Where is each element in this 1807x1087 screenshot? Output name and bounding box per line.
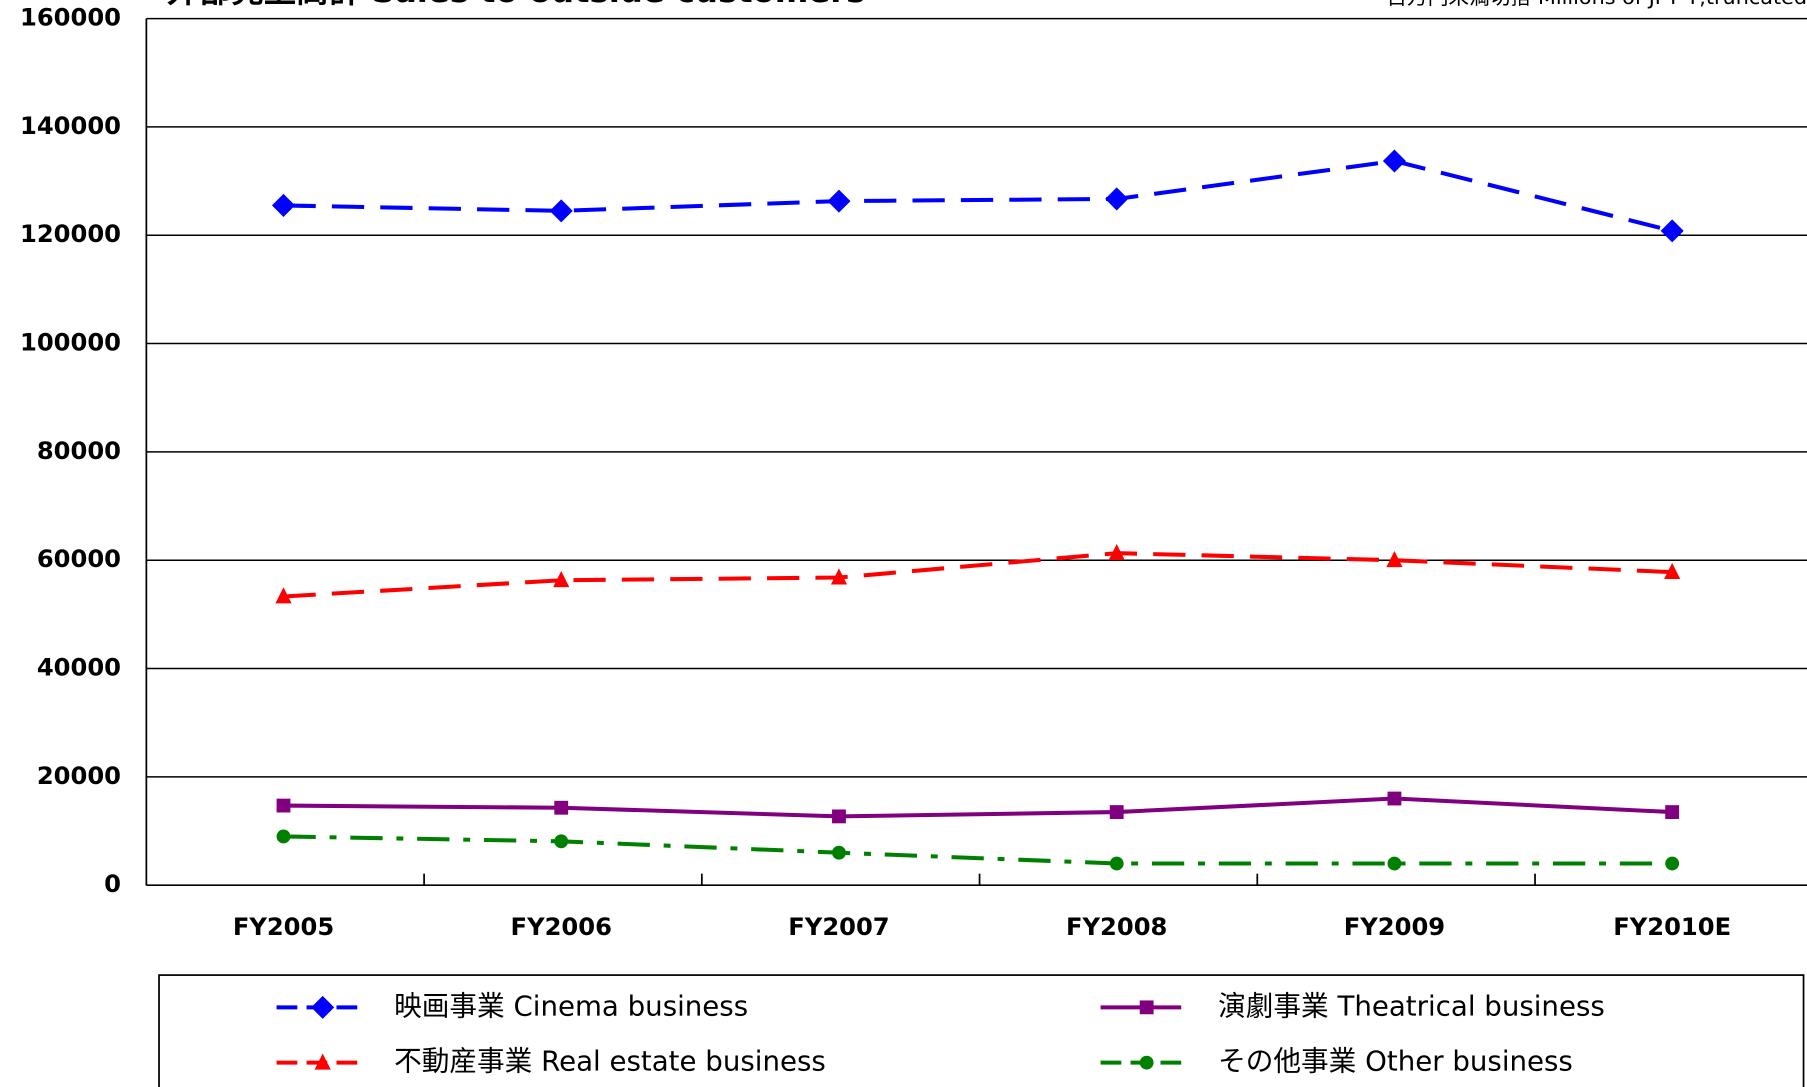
legend-label: 不動産事業 Real estate business [394, 1045, 826, 1078]
marker [827, 189, 851, 213]
x-tick-label: FY2005 [233, 913, 334, 941]
marker [1665, 805, 1680, 819]
marker [1386, 550, 1403, 568]
marker [554, 834, 569, 849]
marker [1139, 1000, 1154, 1015]
marker [1664, 562, 1681, 580]
marker [271, 193, 296, 217]
marker [549, 199, 573, 223]
marker [1382, 149, 1406, 173]
marker [311, 995, 335, 1019]
chart-note: 百万円未満切捨 Millions of JPY ¥,truncated [1386, 0, 1807, 9]
y-tick-label: 120000 [20, 220, 121, 248]
y-tick-label: 60000 [37, 545, 121, 573]
marker [1108, 543, 1125, 561]
marker [832, 809, 846, 824]
y-tick-label: 160000 [20, 4, 121, 32]
marker [276, 829, 291, 844]
y-tick-label: 0 [104, 870, 121, 898]
x-tick-label: FY2010E [1613, 913, 1731, 941]
marker [832, 845, 846, 860]
legend-label: その他事業 Other business [1218, 1045, 1573, 1078]
marker [314, 1053, 331, 1070]
legend-box [158, 974, 1805, 1087]
legend-label: 映画事業 Cinema business [394, 989, 748, 1022]
series-line [283, 158, 1673, 233]
marker [1387, 791, 1402, 806]
marker [275, 587, 292, 604]
series-line [283, 796, 1673, 819]
y-tick-label: 140000 [20, 112, 121, 140]
marker [1387, 856, 1402, 871]
marker [1109, 805, 1124, 819]
chart-title: 外部売上高計 Sales to outside customers [167, 0, 865, 10]
series-line [283, 551, 1673, 599]
marker [553, 571, 570, 588]
y-tick-label: 100000 [20, 329, 121, 357]
y-tick-label: 80000 [37, 437, 121, 465]
marker [830, 568, 848, 585]
legend-label: 演劇事業 Theatrical business [1218, 989, 1605, 1022]
x-tick-label: FY2006 [511, 913, 612, 941]
x-tick-label: FY2007 [788, 913, 889, 941]
marker [1665, 856, 1680, 871]
series-line [283, 834, 1673, 866]
marker [554, 800, 569, 815]
x-tick-label: FY2009 [1344, 913, 1445, 941]
marker [1660, 219, 1684, 243]
y-tick-label: 40000 [37, 654, 121, 682]
marker [1109, 856, 1124, 871]
y-tick-label: 20000 [37, 762, 121, 790]
marker [1139, 1055, 1154, 1070]
x-tick-label: FY2008 [1066, 913, 1167, 941]
marker [276, 798, 291, 813]
marker [1105, 187, 1129, 211]
